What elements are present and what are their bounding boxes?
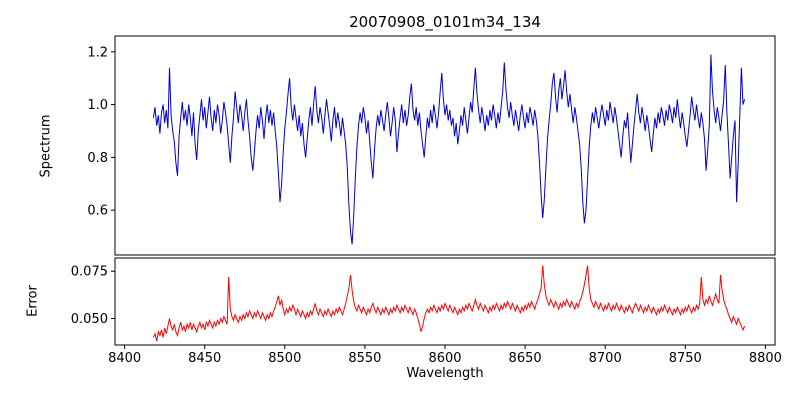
error-axes-spines (114, 257, 776, 346)
spectrum-line (152, 54, 746, 245)
x-tick-label: 8600 (428, 351, 461, 366)
y-tick-label: 0.050 (71, 312, 108, 327)
y-tick-label: 0.6 (87, 204, 108, 219)
y-tick-label: 0.8 (87, 151, 108, 166)
wavelength-axis-label: Wavelength (406, 366, 484, 381)
y-tick-label: 0.075 (71, 265, 108, 280)
chart-title: 20070908_0101m34_134 (349, 13, 541, 31)
spectrum-axis-label: Spectrum (38, 114, 54, 178)
y-tick-label: 1.0 (87, 98, 108, 113)
x-tick-label: 8700 (589, 351, 622, 366)
error-line (152, 265, 746, 342)
x-tick-label: 8500 (268, 351, 301, 366)
x-tick-label: 8800 (749, 351, 782, 366)
x-tick-label: 8550 (348, 351, 381, 366)
x-tick-label: 8650 (509, 351, 542, 366)
x-tick-label: 8400 (108, 351, 141, 366)
spectrum-axes-spines (114, 35, 776, 256)
x-tick-label: 8450 (188, 351, 221, 366)
error-axis-label: Error (25, 285, 41, 317)
x-tick-label: 8750 (669, 351, 702, 366)
y-tick-label: 1.2 (87, 45, 108, 60)
